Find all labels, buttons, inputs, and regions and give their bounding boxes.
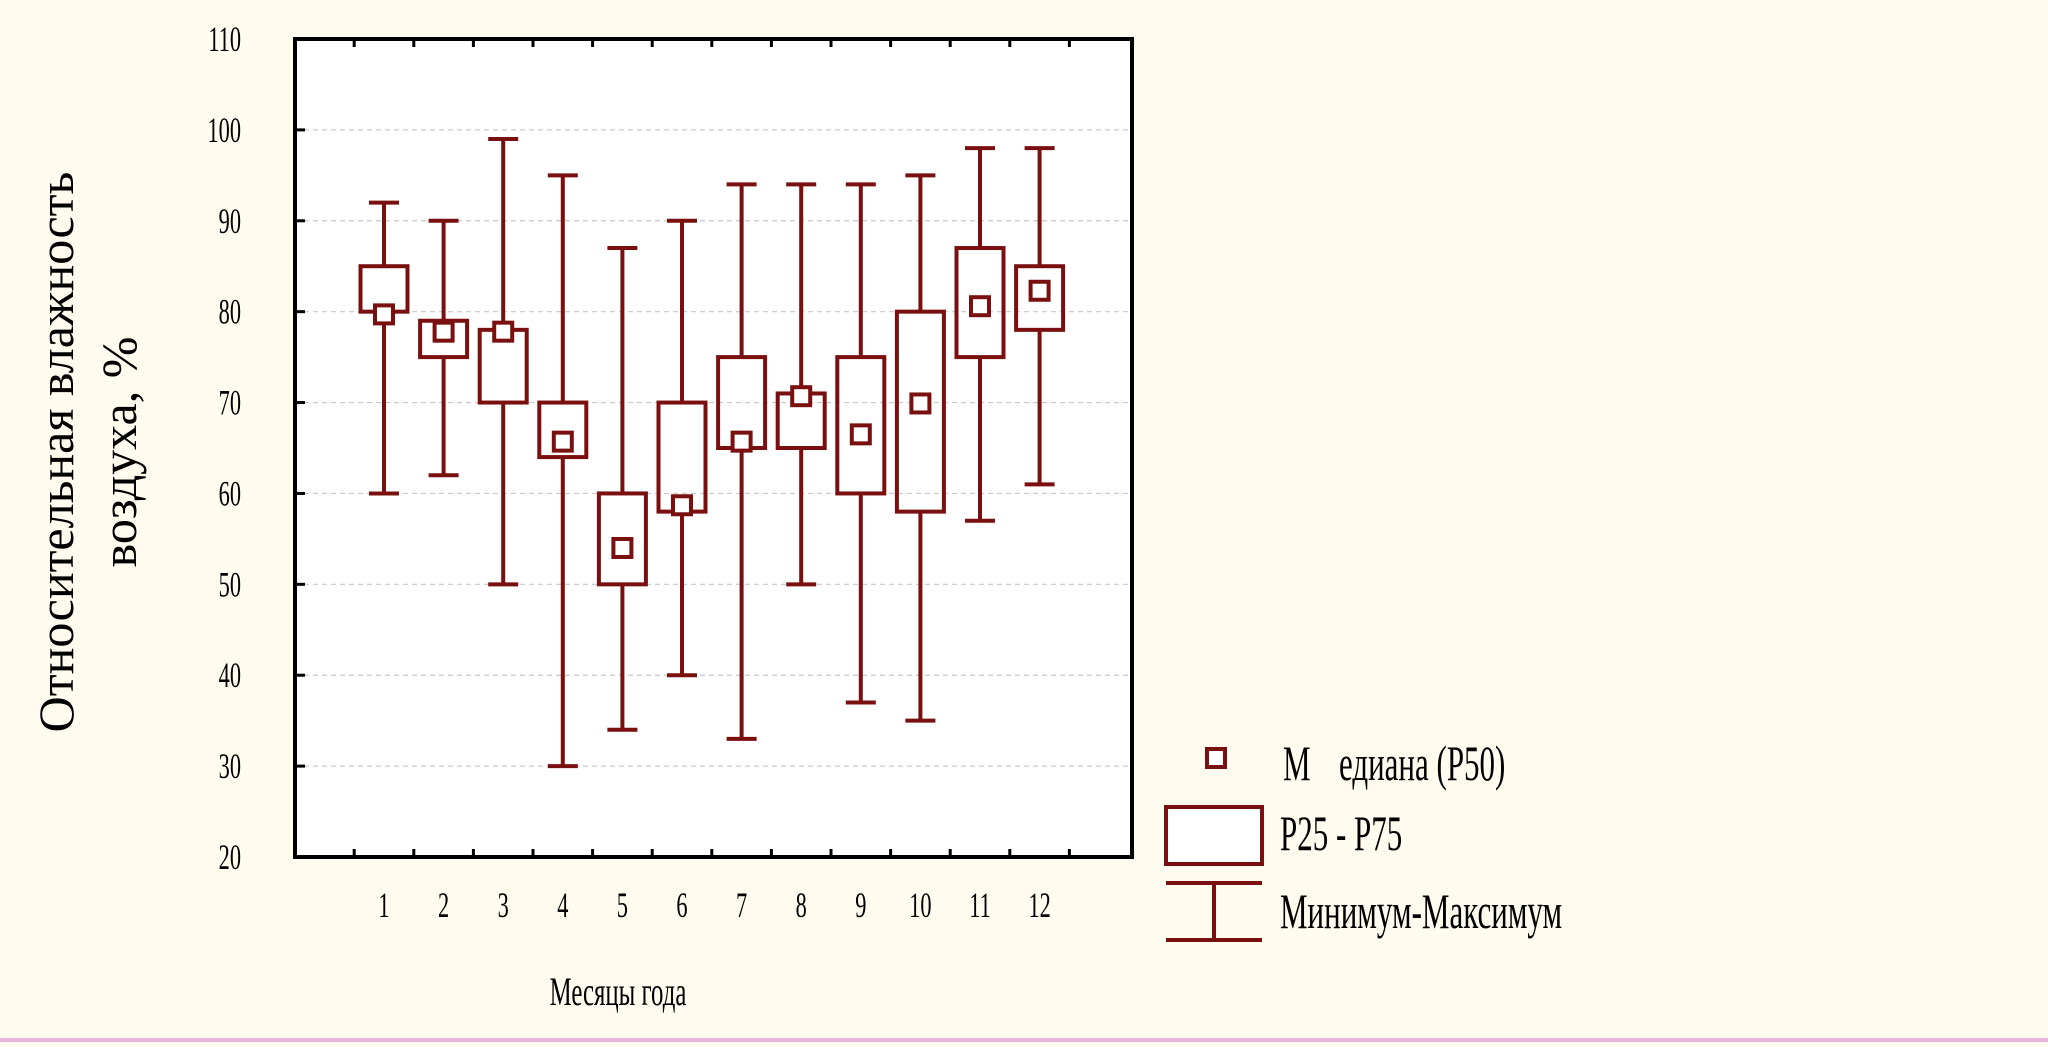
legend-median-label: едиана (Р50) <box>1339 736 1505 792</box>
y-tick-label-100: 100 <box>208 111 241 151</box>
y-axis-label-line-2: воздуха, % <box>91 337 147 568</box>
median-marker-9 <box>849 423 872 446</box>
median-marker-3 <box>492 320 515 343</box>
page-bottom-border <box>0 1038 2048 1042</box>
legend-whisker-label: Минимум-Максимум <box>1280 884 1562 939</box>
x-tick-label-3: 3 <box>498 886 509 926</box>
median-marker-5 <box>611 536 634 559</box>
x-tick-label-1: 1 <box>378 886 389 926</box>
legend-median-label-prefix: М <box>1283 736 1311 791</box>
y-tick-label-30: 30 <box>219 747 241 787</box>
box-p25-p75-9 <box>835 355 887 496</box>
y-tick-label-70: 70 <box>219 383 241 423</box>
legend-median-marker <box>1205 747 1227 769</box>
median-marker-12 <box>1028 279 1051 302</box>
median-marker-1 <box>373 303 395 326</box>
box-p25-p75-4 <box>537 400 589 460</box>
plot-frame <box>293 37 1134 859</box>
x-tick-label-5: 5 <box>617 886 628 926</box>
x-tick-label-6: 6 <box>676 886 687 926</box>
median-marker-7 <box>730 430 753 453</box>
box-p25-p75-12 <box>1014 264 1066 332</box>
median-marker-6 <box>671 494 693 517</box>
legend-box-marker <box>1164 805 1264 866</box>
legend: М едиана (Р50) Р25 - Р75 Минимум-Максиму… <box>1164 736 1562 942</box>
x-axis-label: Месяцы года <box>550 970 687 1014</box>
box-p25-p75-10 <box>894 309 946 514</box>
median-marker-11 <box>969 295 991 318</box>
y-tick-label-40: 40 <box>219 656 241 696</box>
y-axis-label-line-1: Относительная влажность <box>28 172 84 733</box>
x-tick-label-10: 10 <box>909 886 931 926</box>
median-marker-10 <box>909 392 932 415</box>
box-p25-p75-5 <box>596 491 648 587</box>
boxes <box>358 136 1066 769</box>
box-p25-p75-11 <box>954 246 1006 360</box>
x-tick-label-11: 11 <box>969 886 990 926</box>
x-tick-label-7: 7 <box>736 886 747 926</box>
y-tick-label-90: 90 <box>219 202 241 242</box>
y-tick-label-60: 60 <box>219 474 241 514</box>
y-tick-label-110: 110 <box>208 20 241 60</box>
x-tick-label-2: 2 <box>438 886 449 926</box>
y-tick-label-80: 80 <box>219 292 241 332</box>
y-tick-label-50: 50 <box>219 565 241 605</box>
x-tick-label-9: 9 <box>855 886 866 926</box>
plot-area <box>295 39 1132 857</box>
y-tick-label-20: 20 <box>219 838 241 878</box>
median-marker-4 <box>551 430 574 453</box>
median-marker-8 <box>790 385 813 408</box>
legend-box-label: Р25 - Р75 <box>1280 806 1402 861</box>
median-marker-2 <box>432 320 455 343</box>
x-tick-label-12: 12 <box>1028 886 1050 926</box>
x-tick-label-4: 4 <box>557 886 568 926</box>
x-tick-label-8: 8 <box>796 886 807 926</box>
